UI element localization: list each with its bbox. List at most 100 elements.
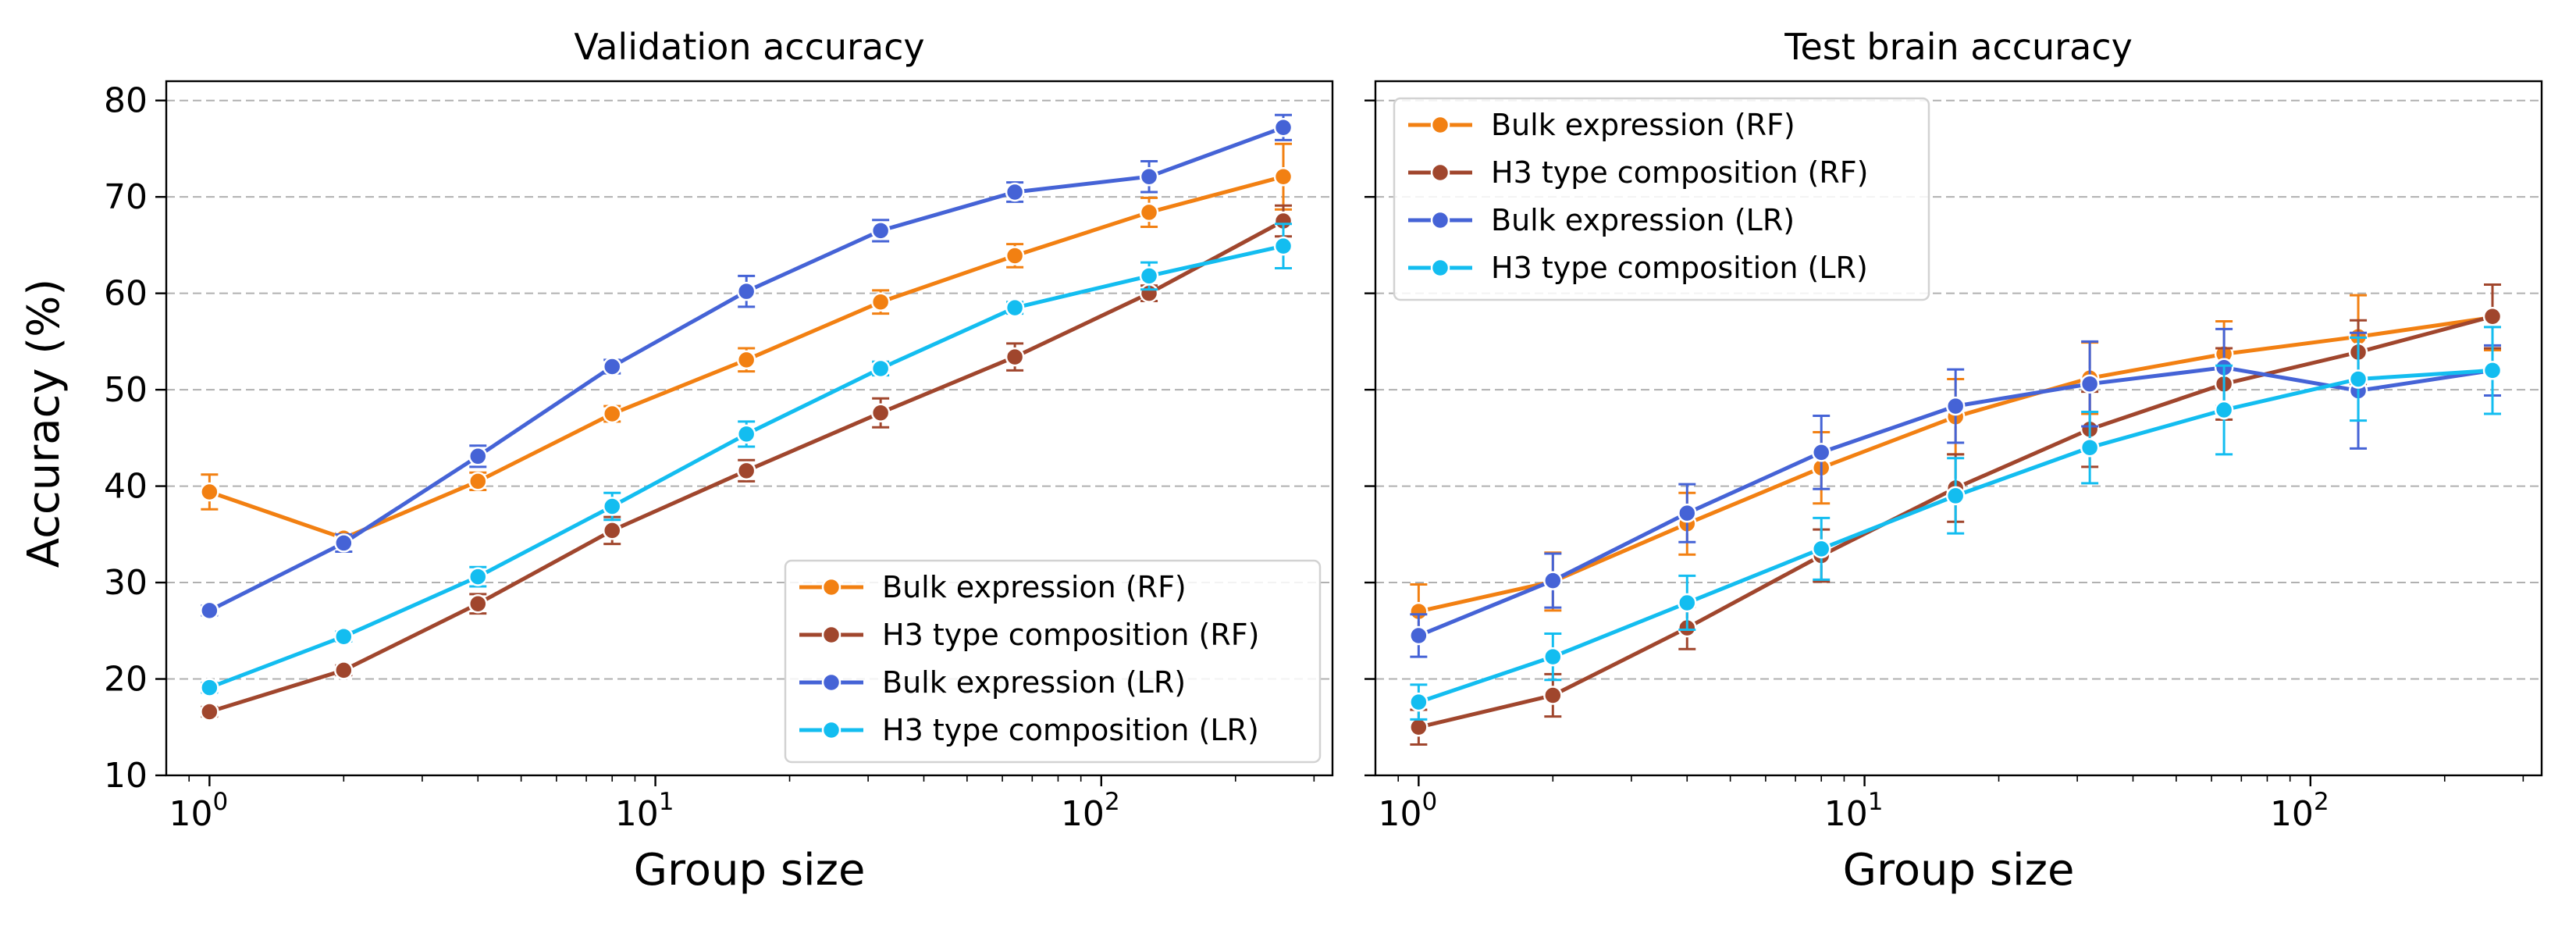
x-tick-exponent: 2 xyxy=(1105,788,1120,816)
legend-item: H3 type composition (RF) xyxy=(1408,155,1868,190)
data-point xyxy=(1409,692,1429,712)
data-point xyxy=(602,404,622,424)
data-point xyxy=(2080,437,2100,458)
y-tick-label: 60 xyxy=(104,274,148,314)
data-point xyxy=(602,497,622,516)
series-1 xyxy=(200,142,1293,548)
data-point xyxy=(736,461,756,481)
data-point xyxy=(468,593,488,614)
y-tick-label: 40 xyxy=(104,467,148,507)
data-point xyxy=(200,678,219,697)
legend-label: Bulk expression (LR) xyxy=(882,665,1186,700)
legend-swatch-marker xyxy=(821,625,841,645)
data-point xyxy=(870,221,891,240)
data-point xyxy=(200,702,219,721)
data-point xyxy=(1409,718,1429,737)
data-point xyxy=(2482,361,2503,380)
data-point xyxy=(200,600,219,621)
legend-item: Bulk expression (LR) xyxy=(799,665,1186,700)
data-point xyxy=(1811,443,1831,462)
data-point xyxy=(1945,396,1966,416)
data-point xyxy=(1543,686,1563,705)
data-point xyxy=(870,292,891,312)
data-point xyxy=(602,521,622,540)
legend-item: Bulk expression (LR) xyxy=(1408,203,1795,237)
y-tick-label: 70 xyxy=(104,177,148,217)
data-point xyxy=(2214,400,2234,420)
x-tick-label: 100 xyxy=(169,788,228,834)
x-tick-label: 102 xyxy=(2270,788,2329,834)
data-point xyxy=(468,472,488,491)
data-point xyxy=(2080,374,2100,394)
y-axis-label: Accuracy (%) xyxy=(19,279,69,568)
series-4 xyxy=(1409,326,2503,721)
data-point xyxy=(1005,246,1025,265)
legend: Bulk expression (RF) H3 type composition … xyxy=(784,559,1322,764)
legend-item: H3 type composition (LR) xyxy=(1408,251,1868,285)
panel-title: Test brain accuracy xyxy=(1784,26,2133,68)
legend-swatch-marker xyxy=(821,577,841,597)
data-point xyxy=(334,626,354,647)
legend-label: H3 type composition (RF) xyxy=(882,618,1259,652)
y-tick-label: 10 xyxy=(104,756,148,796)
plot-frame xyxy=(165,80,1334,777)
data-point xyxy=(736,350,756,370)
y-tick-label: 50 xyxy=(104,370,148,410)
x-tick-label: 101 xyxy=(615,788,674,834)
data-point xyxy=(1409,625,1429,646)
data-point xyxy=(1678,593,1697,613)
legend-swatch-marker xyxy=(821,720,841,740)
data-point xyxy=(1005,297,1025,318)
x-tick-base: 10 xyxy=(1378,794,1421,834)
data-point xyxy=(1543,571,1563,590)
legend-swatch-marker xyxy=(821,672,841,693)
x-tick-exponent: 2 xyxy=(2314,788,2329,816)
legend-swatch-marker xyxy=(1430,162,1450,183)
legend-box xyxy=(784,559,1322,764)
data-point xyxy=(1273,236,1293,256)
legend: Bulk expression (RF) H3 type composition … xyxy=(1393,97,1930,301)
x-tick-base: 10 xyxy=(169,794,212,834)
legend-item: H3 type composition (RF) xyxy=(799,618,1259,652)
data-point xyxy=(1005,347,1025,367)
x-tick-label: 100 xyxy=(1378,788,1437,834)
data-point xyxy=(1139,266,1159,286)
x-tick-exponent: 0 xyxy=(212,788,228,816)
data-point xyxy=(2348,369,2368,389)
data-point xyxy=(870,358,891,379)
data-point xyxy=(1678,503,1697,523)
data-point xyxy=(1005,182,1025,202)
y-tick-label: 20 xyxy=(104,660,148,700)
x-tick-base: 10 xyxy=(2270,794,2314,834)
series-3 xyxy=(200,113,1293,621)
legend-label: Bulk expression (RF) xyxy=(1491,108,1795,142)
y-tick-label: 80 xyxy=(104,81,148,121)
data-point xyxy=(468,447,488,466)
data-point xyxy=(1273,166,1293,187)
data-point xyxy=(468,567,488,586)
x-axis-label: Group size xyxy=(634,845,866,896)
x-tick-exponent: 1 xyxy=(1868,788,1884,816)
data-point xyxy=(736,424,756,444)
x-tick-base: 10 xyxy=(615,794,659,834)
series-4 xyxy=(200,223,1293,697)
legend-item: H3 type composition (LR) xyxy=(799,713,1259,747)
legend-item: Bulk expression (RF) xyxy=(799,570,1187,604)
y-tick-label: 30 xyxy=(104,563,148,603)
x-tick-exponent: 1 xyxy=(659,788,674,816)
x-axis-label: Group size xyxy=(1843,845,2075,896)
panel-title: Validation accuracy xyxy=(574,26,924,68)
plot-frame xyxy=(1374,80,2543,777)
data-point xyxy=(334,533,354,553)
data-point xyxy=(602,357,622,376)
legend-label: Bulk expression (LR) xyxy=(1491,203,1795,237)
legend-label: H3 type composition (LR) xyxy=(882,713,1259,747)
legend-label: Bulk expression (RF) xyxy=(882,570,1187,604)
data-point xyxy=(1543,647,1563,667)
x-tick-base: 10 xyxy=(1061,794,1105,834)
data-point xyxy=(1273,118,1293,137)
x-tick-label: 101 xyxy=(1824,788,1884,834)
